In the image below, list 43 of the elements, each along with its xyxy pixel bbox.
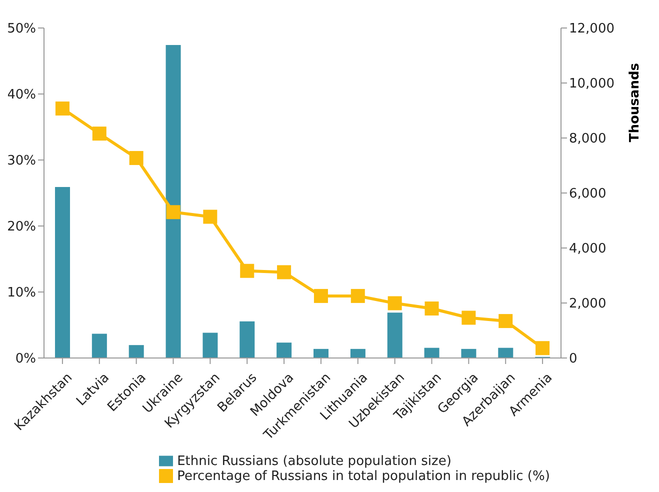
y-tick-label: 40%	[7, 88, 36, 103]
bar	[498, 348, 514, 358]
point	[129, 151, 144, 166]
bar	[424, 348, 440, 358]
y-tick-label: 50%	[7, 22, 36, 37]
point	[203, 210, 218, 224]
point	[462, 310, 476, 325]
y2-tick-label: 12,000	[569, 22, 614, 37]
point	[424, 302, 439, 316]
y2-tick-label: 6,000	[569, 186, 606, 202]
point	[92, 126, 106, 141]
bar	[166, 45, 181, 358]
point	[166, 205, 180, 220]
y2-tick-label: 10,000	[569, 76, 614, 92]
y-tick-label: 0%	[15, 352, 36, 367]
legend-label: Ethnic Russians (absolute population size)	[177, 454, 452, 469]
y-tick-label: 10%	[7, 286, 36, 301]
bar	[92, 334, 107, 358]
y2-tick-label: 4,000	[569, 242, 606, 257]
legend-label: Percentage of Russians in total population in republic (%)	[177, 469, 550, 484]
point	[277, 265, 292, 280]
y-tick-label: 20%	[7, 220, 36, 235]
y2-tick-label: 0	[569, 352, 578, 367]
bar	[240, 321, 255, 358]
point	[314, 288, 328, 303]
bar	[314, 348, 328, 358]
bar	[276, 342, 292, 358]
y2-axis-title: Thousands	[628, 62, 643, 142]
point	[536, 341, 550, 356]
y-tick-label: 30%	[7, 154, 36, 169]
bar	[202, 332, 218, 358]
y2-tick-label: 2,000	[569, 296, 606, 312]
bar	[55, 186, 70, 358]
point	[55, 102, 70, 116]
bar	[461, 348, 476, 358]
y2-tick-label: 8,000	[569, 132, 606, 147]
bar	[350, 348, 366, 358]
bar	[387, 312, 402, 358]
point	[240, 264, 254, 278]
bar	[128, 345, 144, 358]
point	[388, 296, 402, 310]
point	[350, 288, 365, 303]
point	[498, 314, 513, 328]
